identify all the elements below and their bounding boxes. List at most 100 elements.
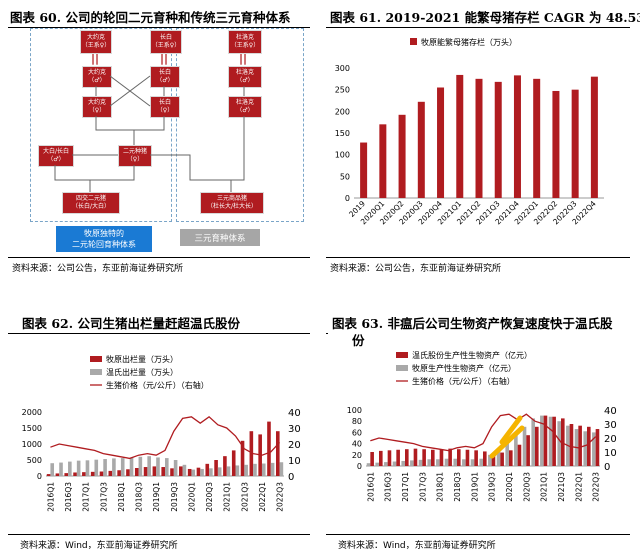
box-landrace-king-female: 长白 （王系♀） [150,30,182,54]
bar [437,87,445,198]
bar-secondary [410,460,414,466]
box-large-white-king-female: 大约克 （王系♀） [80,30,112,54]
bar-secondary [548,416,553,466]
bar-primary [405,449,409,466]
x-tick-label: 2022Q3 [276,482,285,512]
bar-secondary [540,415,544,466]
legend-label: 牧原能繁母猪存栏（万头） [421,37,517,47]
panel63-source: 资料来源：Wind，东亚前海证券研究所 [338,541,496,551]
y-left-tick-label: 0 [37,472,42,481]
bar-primary [82,472,86,476]
bar-primary [457,449,461,466]
bar-secondary [156,457,160,476]
panel60-source: 资料来源：公司公告，东亚前海证券研究所 [12,264,184,274]
y-tick-label: 150 [335,129,350,138]
bar-secondary [453,458,457,466]
x-tick-label: 2016Q1 [46,482,55,512]
x-tick-label: 2018Q1 [117,482,126,512]
bar-primary [73,472,77,476]
bar-primary [143,467,148,476]
bar-primary [231,450,236,476]
bar-secondary [366,463,371,466]
bar-primary [134,468,139,476]
bar-secondary [279,462,284,476]
bar-primary [267,421,271,476]
x-tick-label: 2022Q1 [258,482,267,512]
bar-secondary [235,465,240,476]
box-large-white-female: 大约克 （♀） [82,96,112,118]
bar-primary [569,424,574,466]
bar-primary [595,429,600,466]
bar-secondary [200,468,204,476]
bar [494,81,502,198]
y-left-tick-label: 80 [352,417,362,426]
x-tick-label: 2018Q3 [135,482,144,512]
bar-secondary [401,460,405,466]
bar [360,142,368,198]
panel61-source: 资料来源：公司公告，东亚前海证券研究所 [330,264,502,274]
bar-secondary [244,464,248,476]
bar [590,76,598,198]
x-tick-label: 2017Q1 [401,472,410,502]
bar-primary [439,449,444,466]
bar [533,78,541,198]
panel61-title-rule [326,27,630,28]
panel63-title-rule [326,333,328,334]
x-tick-label: 2020Q1 [505,472,514,502]
price-line [50,415,281,460]
box-binary-breeding-pig: 二元种猪 （♀） [118,145,152,167]
bar-primary [413,448,418,466]
bar-secondary [120,458,125,476]
bar-secondary [427,459,431,466]
bar-primary [517,444,522,466]
box-landrace-female: 长白 （♀） [150,96,180,118]
bar-secondary [103,459,107,476]
bar-secondary [557,421,561,466]
x-tick-label: 2018Q1 [436,472,445,502]
box-ternary-commercial-pig: 三元商品猪 （杜长大/杜大长） [200,192,264,214]
bar-primary [465,449,470,466]
bar-primary [55,473,60,476]
bar-secondary [470,459,475,466]
ternary-system-frame [176,28,304,222]
x-tick-label: 2021Q3 [557,472,566,502]
bar-primary [99,471,104,476]
bar [475,78,483,198]
chart63-svg: 0 20 40 60 80 100 0 10 20 30 40 2016Q1 2016Q3 2017Q1 2… [347,350,617,502]
panel63-title-line2: 份 [352,333,365,348]
legend-label-primary: 温氏股份生产性生物资产（亿元） [412,350,532,360]
box-yorkshire-landrace-male: 大白/长白 （♂） [38,145,74,167]
bar-primary [448,448,452,466]
bar [379,124,387,198]
bar-primary [379,450,383,466]
x-tick-label: 2019Q1 [152,482,161,512]
bar-primary [500,452,504,466]
x-tick-label: 2020Q3 [205,482,214,512]
y-left-tick-label: 1000 [22,440,42,449]
y-left-tick-label: 2000 [22,408,42,417]
bar-primary [491,453,496,466]
y-tick-label: 200 [335,107,350,116]
panel60-title: 图表 60. 公司的轮回二元育种和传统三元育种体系 [10,10,291,25]
bar-secondary [384,462,388,466]
bar [417,101,425,198]
y-tick-label: 300 [335,64,350,73]
bar-secondary [68,461,72,476]
legend-label-primary: 牧原出栏量（万头） [106,354,178,364]
bar-primary [431,449,435,466]
bar-secondary [112,458,116,476]
bar-secondary [488,454,492,466]
bar-primary [90,471,95,476]
y-right-tick-label: 10 [604,448,617,459]
bar-primary [108,470,113,476]
bar [456,74,464,198]
bar-primary [474,450,478,466]
x-tick-label: 2021Q3 [240,482,249,512]
chart61-svg: 牧原能繁母猪存栏（万头）05010015020025030020192020Q1… [335,37,604,226]
bar-primary [275,431,280,476]
panel62-source-rule [8,534,310,535]
x-tick-label: 2016Q1 [366,472,375,502]
bar-primary [205,463,210,476]
bar-secondary [479,458,483,466]
bar-secondary [375,462,379,466]
